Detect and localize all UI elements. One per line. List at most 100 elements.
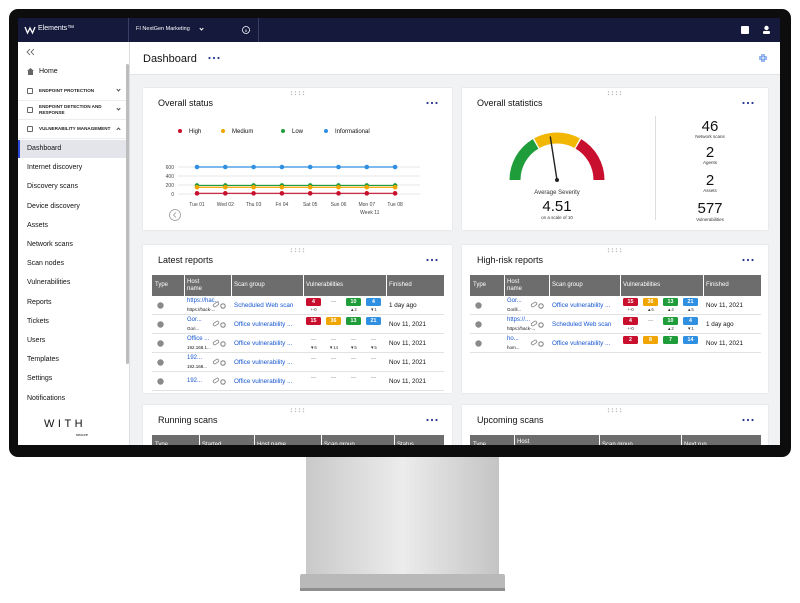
- data-point: [307, 191, 313, 196]
- chevron: [26, 48, 31, 56]
- scan-group-link[interactable]: Office vulnerability ...: [552, 302, 611, 309]
- finished: 1 day ago: [706, 321, 734, 328]
- scan-group-link[interactable]: Office vulnerability ...: [234, 321, 293, 328]
- scan-group-link[interactable]: Office vulnerability ...: [234, 378, 293, 385]
- host-link[interactable]: Gor...: [187, 317, 202, 323]
- nav-item[interactable]: Dashboard: [27, 145, 62, 152]
- nav-item[interactable]: Tickets: [27, 317, 49, 325]
- host-link[interactable]: Gor...: [507, 298, 522, 304]
- card-menu[interactable]: [742, 101, 754, 105]
- card-menu[interactable]: [426, 101, 438, 105]
- nav-item[interactable]: Reports: [27, 298, 52, 306]
- gear-icon: [538, 341, 544, 347]
- column-header[interactable]: Scan group: [324, 442, 355, 445]
- nav-item[interactable]: Scan nodes: [27, 260, 64, 268]
- table-row: Office ... 192.168.1... Office vulnerabili…: [152, 334, 444, 353]
- type-icon: [157, 321, 164, 328]
- column-header[interactable]: Next run: [684, 442, 707, 445]
- nav-item[interactable]: Vulnerabilities: [27, 279, 71, 287]
- column-header[interactable]: Scan group: [234, 282, 265, 288]
- help-icon[interactable]: [741, 26, 749, 34]
- dot: [615, 91, 618, 93]
- nav-item[interactable]: Templates: [27, 356, 59, 364]
- column-header[interactable]: Finished: [389, 282, 412, 288]
- table-row: 192... 192.168... Office vulnerability ...…: [152, 353, 444, 372]
- card-menu[interactable]: [426, 418, 438, 422]
- severity-change: ▼14: [328, 345, 339, 350]
- host-link[interactable]: Office ...: [187, 336, 210, 342]
- host-link[interactable]: ho...: [507, 336, 519, 342]
- nav-group[interactable]: ENDPOINT PROTECTION: [39, 88, 95, 93]
- column-header[interactable]: Host name: [507, 278, 523, 292]
- user-body: [763, 31, 770, 34]
- collapse-view-icon[interactable]: [758, 53, 768, 63]
- data-point: [307, 164, 313, 170]
- more-menu[interactable]: [208, 56, 220, 60]
- nav-item[interactable]: Home: [39, 68, 58, 75]
- column-header[interactable]: Type: [473, 282, 487, 288]
- card: Overall statistics Average Severity 4.51 on…: [462, 88, 768, 230]
- nav-group[interactable]: VULNERABILITY MANAGEMENT: [39, 126, 111, 131]
- nav-item[interactable]: Discovery scans: [27, 183, 78, 191]
- severity-change: ▼1: [370, 307, 377, 312]
- host-icons: [212, 377, 226, 385]
- scan-group-link[interactable]: Scheduled Web scan: [234, 302, 294, 309]
- nav-item[interactable]: Internet discovery: [27, 164, 83, 172]
- gauge-band: [509, 139, 539, 181]
- card-menu[interactable]: [426, 258, 438, 262]
- house: [27, 68, 34, 75]
- host-link[interactable]: https://...: [507, 317, 531, 323]
- drag-handle: [607, 248, 622, 253]
- user-icon[interactable]: [762, 25, 771, 34]
- nav-group[interactable]: ENDPOINT DETECTION AND RESPONSE: [39, 104, 102, 115]
- nav-item[interactable]: Device discovery: [27, 202, 80, 210]
- host-sub: Gori...: [187, 326, 200, 331]
- org-selector[interactable]: FI NextGen Marketing: [136, 26, 190, 32]
- column-header[interactable]: Scan group: [602, 442, 633, 445]
- card-menu[interactable]: [742, 418, 754, 422]
- nav-item[interactable]: Network scans: [27, 241, 73, 248]
- column-header[interactable]: Vulnerabilities: [623, 282, 661, 288]
- severity-change: ▼5: [350, 345, 357, 350]
- card: Latest reports Type Host name Scan group Vul…: [143, 245, 452, 393]
- column-header[interactable]: Host name: [517, 438, 530, 445]
- nav-item[interactable]: Users: [27, 337, 46, 344]
- scan-group-link[interactable]: Scheduled Web scan: [552, 321, 612, 328]
- nav-item[interactable]: Assets: [27, 221, 49, 229]
- severity-change: +-0: [627, 307, 634, 312]
- column-separator: [303, 275, 304, 296]
- host-link[interactable]: https://hac...: [187, 298, 220, 304]
- screen: Elements™ FI NextGen Marketing Home ENDPOIN…: [18, 18, 780, 445]
- column-header[interactable]: Scan group: [552, 282, 583, 288]
- host-icons: [212, 339, 226, 347]
- column-header[interactable]: Host name: [257, 442, 287, 445]
- gear-icon: [220, 303, 226, 309]
- scan-group-link[interactable]: Office vulnerability ...: [234, 359, 293, 366]
- column-header[interactable]: Type: [473, 442, 487, 445]
- scroll-left-button[interactable]: [169, 209, 181, 221]
- data-point: [251, 184, 256, 190]
- host-link[interactable]: 192...: [187, 378, 203, 384]
- column-header[interactable]: Started: [202, 442, 222, 445]
- data-point: [279, 184, 285, 190]
- column-header[interactable]: Type: [155, 442, 169, 445]
- collapse-icon[interactable]: [26, 48, 35, 56]
- nav-item[interactable]: Notifications: [27, 394, 66, 402]
- data-point: [194, 191, 200, 196]
- card-menu[interactable]: [742, 258, 754, 262]
- scan-group-link[interactable]: Office vulnerability ...: [234, 340, 293, 347]
- column-header[interactable]: Status: [397, 442, 415, 445]
- stat-label: Agents: [702, 160, 717, 165]
- needle-hub: [555, 178, 559, 182]
- scan-group-link[interactable]: Office vulnerability ...: [552, 340, 611, 347]
- chevron: [30, 48, 35, 56]
- column-header[interactable]: Type: [155, 282, 169, 288]
- arrow: [759, 54, 763, 58]
- column-header[interactable]: Host name: [187, 278, 203, 292]
- dot: [615, 250, 618, 253]
- column-header[interactable]: Finished: [706, 282, 729, 288]
- host-link[interactable]: 192...: [187, 355, 203, 361]
- column-header[interactable]: Vulnerabilities: [306, 282, 344, 288]
- nav-item[interactable]: Settings: [27, 375, 53, 383]
